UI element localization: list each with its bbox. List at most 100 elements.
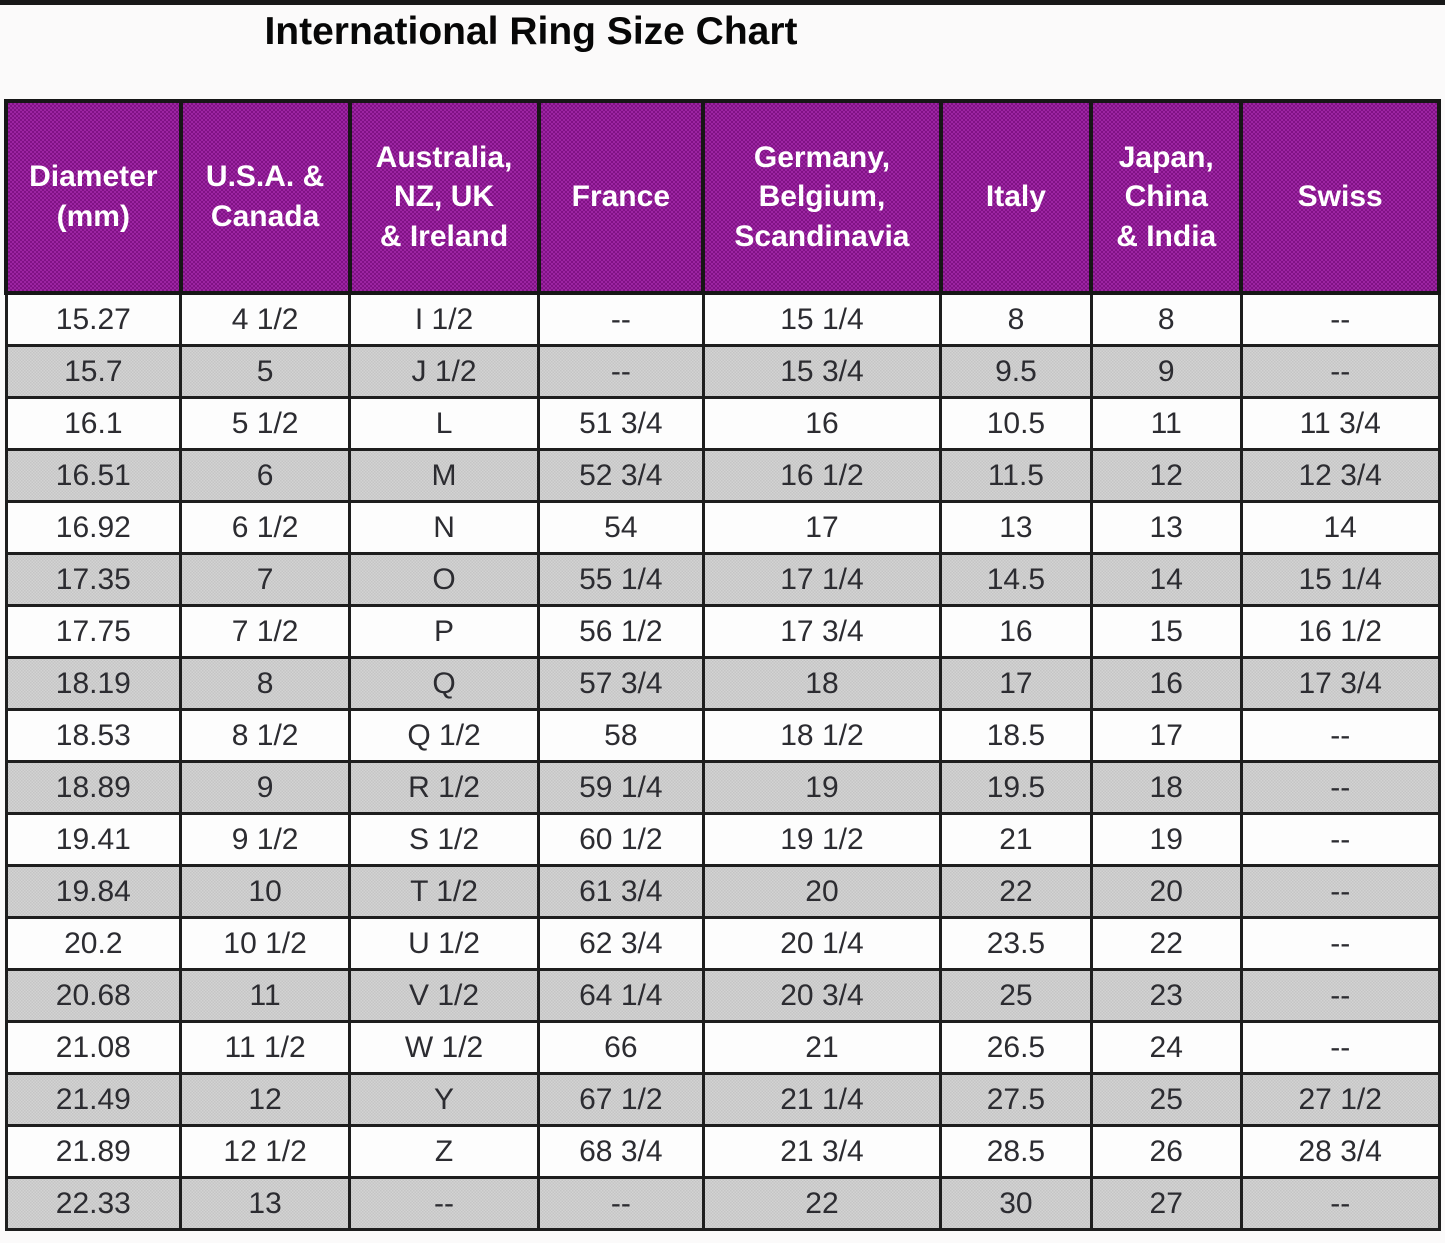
- table-cell: 25: [939, 968, 1093, 1023]
- column-header: Italy: [938, 99, 1094, 295]
- column-header: Australia, NZ, UK & Ireland: [347, 99, 541, 295]
- table-cell: 21 1/4: [701, 1072, 943, 1127]
- table-cell: 17 3/4: [701, 604, 943, 659]
- table-cell: Q 1/2: [348, 708, 541, 763]
- table-cell: 19.84: [4, 864, 183, 919]
- table-row: 16.1 5 1/2 L 51 3/4 16 10.5 11 11 3/4: [4, 396, 1441, 451]
- table-cell: 24: [1089, 1020, 1243, 1075]
- table-cell: 28.5: [939, 1124, 1093, 1179]
- table-cell: 20.2: [4, 916, 183, 971]
- table-cell: 21 3/4: [701, 1124, 943, 1179]
- table-cell: 66: [537, 1020, 705, 1075]
- table-cell: 9.5: [939, 344, 1093, 399]
- table-cell: 56 1/2: [537, 604, 705, 659]
- table-cell: U 1/2: [348, 916, 541, 971]
- table-cell: 11 3/4: [1239, 396, 1441, 451]
- table-cell: 27.5: [939, 1072, 1093, 1127]
- column-header: Diameter (mm): [4, 99, 183, 295]
- table-cell: 14: [1239, 500, 1441, 555]
- table-cell: 11 1/2: [179, 1020, 352, 1075]
- table-cell: 27 1/2: [1239, 1072, 1441, 1127]
- table-cell: --: [1239, 1176, 1441, 1231]
- table-cell: 62 3/4: [537, 916, 705, 971]
- table-cell: 17.75: [4, 604, 183, 659]
- table-cell: --: [537, 1176, 705, 1231]
- table-cell: S 1/2: [348, 812, 541, 867]
- table-row: 20.68 11 V 1/2 64 1/4 20 3/4 25 23 --: [4, 968, 1441, 1023]
- table-cell: 16: [939, 604, 1093, 659]
- table-cell: 58: [537, 708, 705, 763]
- table-cell: 18.5: [939, 708, 1093, 763]
- table-cell: 18: [1089, 760, 1243, 815]
- table-cell: M: [348, 448, 541, 503]
- table-cell: 23: [1089, 968, 1243, 1023]
- table-cell: 5 1/2: [179, 396, 352, 451]
- table-row: 18.89 9 R 1/2 59 1/4 19 19.5 18 --: [4, 760, 1441, 815]
- table-cell: 60 1/2: [537, 812, 705, 867]
- table-cell: 54: [537, 500, 705, 555]
- table-cell: 12: [1089, 448, 1243, 503]
- table-cell: 9: [179, 760, 352, 815]
- table-cell: 21: [701, 1020, 943, 1075]
- table-cell: 10 1/2: [179, 916, 352, 971]
- table-cell: --: [537, 291, 705, 347]
- table-cell: 10.5: [939, 396, 1093, 451]
- table-cell: --: [1239, 291, 1441, 347]
- table-cell: 4 1/2: [179, 291, 352, 347]
- table-cell: 8: [1089, 291, 1243, 347]
- table-cell: --: [348, 1176, 541, 1231]
- table-cell: 59 1/4: [537, 760, 705, 815]
- table-cell: 20 3/4: [701, 968, 943, 1023]
- table-cell: 6 1/2: [179, 500, 352, 555]
- table-cell: 22: [1089, 916, 1243, 971]
- table-cell: 21: [939, 812, 1093, 867]
- table-cell: 18.53: [4, 708, 183, 763]
- table-cell: 51 3/4: [537, 396, 705, 451]
- table-cell: 20.68: [4, 968, 183, 1023]
- table-cell: --: [1239, 344, 1441, 399]
- table-cell: R 1/2: [348, 760, 541, 815]
- table-cell: 16.51: [4, 448, 183, 503]
- top-border-bar: [0, 0, 1445, 5]
- table-cell: 64 1/4: [537, 968, 705, 1023]
- table-cell: 11: [1089, 396, 1243, 451]
- page-title: International Ring Size Chart: [264, 10, 798, 53]
- table-row: 16.51 6 M 52 3/4 16 1/2 11.5 12 12 3/4: [4, 448, 1441, 503]
- table-cell: 9: [1089, 344, 1243, 399]
- column-header: France: [536, 99, 706, 295]
- table-body: 15.27 4 1/2 I 1/2 -- 15 1/4 8 8 -- 15.7 5 J 1/2 -- 1…: [4, 291, 1441, 1231]
- table-cell: 15: [1089, 604, 1243, 659]
- table-cell: 19.41: [4, 812, 183, 867]
- table-cell: --: [1239, 708, 1441, 763]
- table-row: 22.33 13 -- -- 22 30 27 --: [4, 1176, 1441, 1231]
- table-cell: 18: [701, 656, 943, 711]
- table-cell: 22: [701, 1176, 943, 1231]
- table-cell: 11: [179, 968, 352, 1023]
- table-cell: 8 1/2: [179, 708, 352, 763]
- table-cell: 8: [179, 656, 352, 711]
- table-cell: 52 3/4: [537, 448, 705, 503]
- table-cell: 15 1/4: [701, 291, 943, 347]
- table-cell: 7 1/2: [179, 604, 352, 659]
- table-cell: W 1/2: [348, 1020, 541, 1075]
- table-cell: L: [348, 396, 541, 451]
- table-row: 21.89 12 1/2 Z 68 3/4 21 3/4 28.5 26 28 3/4: [4, 1124, 1441, 1179]
- table-cell: --: [1239, 1020, 1441, 1075]
- table-cell: 15 3/4: [701, 344, 943, 399]
- table-cell: 5: [179, 344, 352, 399]
- table-cell: 16: [1089, 656, 1243, 711]
- table-cell: 13: [939, 500, 1093, 555]
- table-cell: 25: [1089, 1072, 1243, 1127]
- table-cell: 17.35: [4, 552, 183, 607]
- table-header: Diameter (mm) U.S.A. & Canada Australia, N…: [4, 99, 1441, 295]
- table-cell: 13: [1089, 500, 1243, 555]
- table-cell: 23.5: [939, 916, 1093, 971]
- table-cell: 26.5: [939, 1020, 1093, 1075]
- table-cell: V 1/2: [348, 968, 541, 1023]
- table-row: 17.75 7 1/2 P 56 1/2 17 3/4 16 15 16 1/2: [4, 604, 1441, 659]
- table-cell: 19: [701, 760, 943, 815]
- table-cell: 21.49: [4, 1072, 183, 1127]
- table-cell: 55 1/4: [537, 552, 705, 607]
- table-cell: 19.5: [939, 760, 1093, 815]
